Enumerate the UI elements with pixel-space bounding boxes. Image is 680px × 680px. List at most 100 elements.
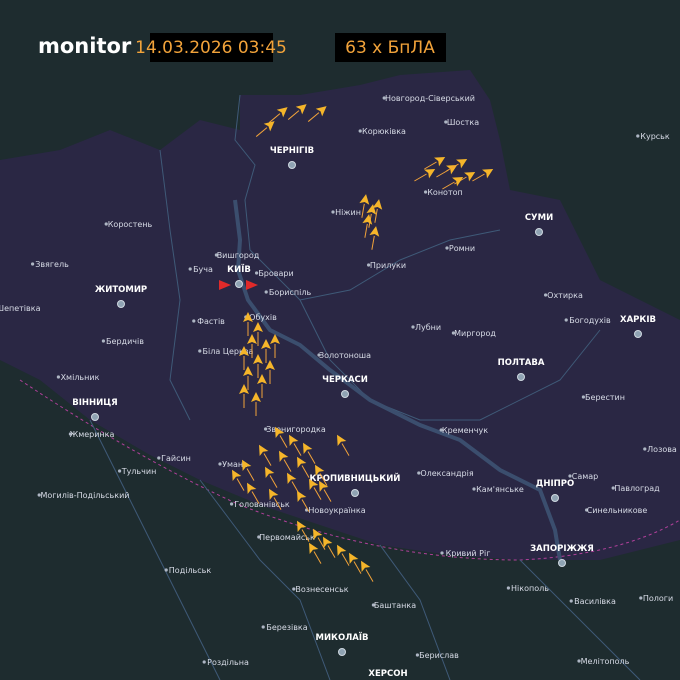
city-label: ЗАПОРІЖЖЯ bbox=[530, 544, 594, 554]
drone-icon bbox=[369, 226, 380, 237]
town-label: Бердичів bbox=[106, 337, 144, 346]
town-label: Берислав bbox=[419, 651, 459, 660]
drone bbox=[253, 354, 263, 378]
drone bbox=[251, 392, 261, 416]
town-dot bbox=[264, 290, 268, 294]
town-label: Хмільник bbox=[61, 373, 100, 382]
drone-trail bbox=[371, 235, 375, 250]
drone bbox=[369, 226, 380, 250]
drone-icon bbox=[263, 121, 275, 132]
drone-icon bbox=[247, 334, 257, 344]
drone bbox=[253, 322, 263, 346]
town-label: Новгород-Сіверський bbox=[385, 94, 475, 103]
town-dot bbox=[439, 428, 443, 432]
town-label: Ромни bbox=[449, 244, 475, 253]
drone bbox=[297, 456, 310, 478]
drone bbox=[247, 334, 257, 358]
town-label: Тульчин bbox=[121, 467, 157, 476]
town-label: Березівка bbox=[266, 623, 307, 632]
city-label: ХАРКІВ bbox=[620, 315, 656, 325]
drone-icon bbox=[372, 199, 383, 210]
drone bbox=[362, 214, 373, 238]
drone-icon bbox=[261, 339, 271, 349]
city-label: МИКОЛАЇВ bbox=[315, 632, 368, 643]
town-dot bbox=[581, 395, 586, 399]
drone bbox=[359, 194, 370, 218]
drone bbox=[446, 159, 468, 172]
drone-icon bbox=[319, 480, 329, 492]
town-label: Богодухів bbox=[569, 316, 611, 325]
drone-hit bbox=[219, 280, 231, 290]
town-dot bbox=[445, 246, 449, 250]
drone-trail bbox=[301, 499, 310, 512]
town-label: Подільськ bbox=[169, 566, 212, 575]
drone-trail bbox=[365, 569, 374, 582]
drone-icon bbox=[297, 490, 307, 502]
town-label: Лубни bbox=[415, 323, 441, 332]
drone bbox=[242, 459, 255, 481]
city-label: КИЇВ bbox=[227, 264, 251, 275]
town-dot bbox=[192, 319, 196, 323]
drone-icon bbox=[276, 107, 288, 118]
drone-icon bbox=[424, 169, 436, 179]
drone-trail bbox=[364, 223, 368, 238]
town-dot bbox=[444, 120, 448, 124]
drone-trail bbox=[269, 475, 278, 488]
town-dot bbox=[577, 659, 581, 663]
drone-icon bbox=[482, 169, 494, 179]
drone-trail bbox=[414, 173, 427, 182]
city-dot bbox=[517, 373, 525, 381]
town-dot bbox=[56, 375, 61, 379]
town-label: Павлоград bbox=[614, 484, 660, 493]
town-dot bbox=[30, 262, 35, 266]
town-label: Жмеринка bbox=[70, 430, 115, 439]
town-label: Курськ bbox=[640, 132, 670, 141]
town-dot bbox=[68, 432, 72, 436]
town-label: Мелітополь bbox=[581, 657, 630, 666]
cities: ЧЕРНІГІВ СУМИ КИЇВ ЖИТОМИР ХАРКІВ ПОЛТАВА ЧЕРК… bbox=[0, 94, 677, 679]
drone bbox=[259, 444, 272, 466]
drone-icon bbox=[232, 469, 242, 481]
drone-trail bbox=[287, 110, 300, 120]
city-dot bbox=[338, 648, 346, 656]
town-dot bbox=[643, 447, 647, 451]
city-label: КРОПИВНИЦЬКИЙ bbox=[310, 472, 401, 484]
town-label: Роздільна bbox=[207, 658, 249, 667]
town-label: Прилуки bbox=[370, 261, 406, 270]
city-label: ДНІПРО bbox=[536, 479, 574, 489]
town-dot bbox=[506, 586, 510, 590]
city-label: ВІННИЦЯ bbox=[72, 398, 117, 408]
city-dot bbox=[117, 300, 125, 308]
drone bbox=[232, 469, 245, 491]
drone-trail bbox=[307, 451, 316, 464]
drone bbox=[243, 312, 253, 336]
city-label: ЖИТОМИР bbox=[95, 285, 147, 295]
drone-icon bbox=[279, 450, 289, 462]
town-label: Баштанка bbox=[374, 601, 416, 610]
town-dot bbox=[585, 508, 589, 512]
town-dot bbox=[382, 96, 386, 100]
drone-icon bbox=[313, 528, 323, 540]
town-dot bbox=[264, 427, 268, 431]
drone bbox=[279, 450, 292, 472]
city-dot bbox=[341, 390, 349, 398]
town-dot bbox=[544, 293, 548, 297]
timestamp-box bbox=[150, 33, 273, 62]
town-dot bbox=[292, 587, 296, 591]
drone-icon bbox=[259, 444, 269, 456]
town-label: Охтирка bbox=[547, 291, 583, 300]
town-label: Гайсин bbox=[161, 454, 191, 463]
town-dot bbox=[317, 353, 321, 357]
drone bbox=[323, 536, 336, 558]
alert-region bbox=[0, 70, 680, 560]
town-dot bbox=[261, 625, 265, 629]
drone-trail bbox=[341, 443, 350, 456]
town-label: Олександрія bbox=[420, 469, 474, 478]
drone bbox=[265, 360, 275, 384]
town-label: Нікополь bbox=[511, 584, 549, 593]
town-dot bbox=[214, 253, 218, 257]
drone-trail bbox=[255, 127, 268, 137]
town-label: Кам'янське bbox=[476, 485, 524, 494]
drone-trail bbox=[293, 443, 302, 456]
